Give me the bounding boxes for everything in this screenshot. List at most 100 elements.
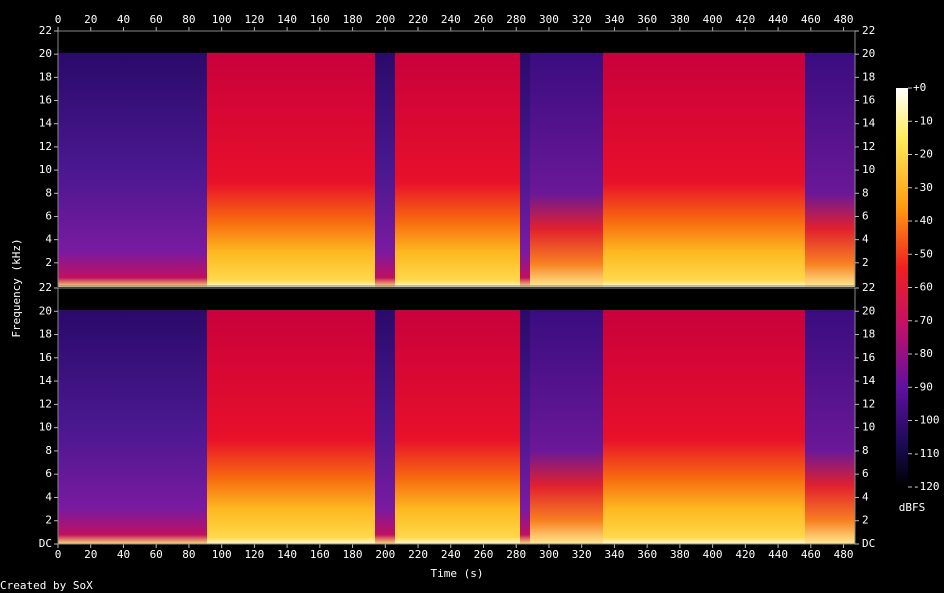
x-tick-label: 420 — [735, 548, 755, 561]
colorbar-tick-label: -40 — [913, 214, 933, 227]
x-tick-label: 400 — [703, 548, 723, 561]
colorbar-tick-label: -20 — [913, 148, 933, 161]
x-tick-label: 100 — [212, 13, 232, 26]
x-tick-label: 240 — [441, 13, 461, 26]
y-tick-label: 20 — [39, 47, 52, 60]
x-axis-label: Time (s) — [431, 567, 484, 580]
y-tick-label: 16 — [862, 94, 875, 107]
x-tick-label: 80 — [182, 13, 195, 26]
y-tick-label: 10 — [862, 421, 875, 434]
y-tick-label: 10 — [39, 421, 52, 434]
x-tick-label: 320 — [572, 548, 592, 561]
y-tick-label: 8 — [45, 444, 52, 457]
y-tick-label: 18 — [862, 70, 875, 83]
y-tick-label: 6 — [45, 209, 52, 222]
colorbar-tick-label: -90 — [913, 380, 933, 393]
y-tick-label: 16 — [39, 94, 52, 107]
x-tick-label: 140 — [277, 548, 297, 561]
x-tick-label: 40 — [117, 548, 130, 561]
y-tick-label: 10 — [39, 163, 52, 176]
panel-frame — [57, 287, 856, 545]
y-tick-label: 20 — [862, 47, 875, 60]
colorbar-tick-label: -80 — [913, 347, 933, 360]
x-tick-label: 200 — [375, 548, 395, 561]
x-tick-label: 260 — [474, 13, 494, 26]
x-tick-label: 80 — [182, 548, 195, 561]
y-tick-label: 12 — [39, 397, 52, 410]
x-tick-label: 260 — [474, 548, 494, 561]
y-tick-label: 4 — [862, 490, 869, 503]
x-tick-label: 220 — [408, 13, 428, 26]
y-tick-label: 20 — [862, 304, 875, 317]
colorbar — [896, 88, 908, 487]
x-tick-label: 160 — [310, 13, 330, 26]
y-tick-label: DC — [862, 537, 875, 550]
colorbar-tick-label: -70 — [913, 314, 933, 327]
y-tick-label: 22 — [862, 24, 875, 37]
x-tick-label: 0 — [55, 13, 62, 26]
y-tick-label: 10 — [862, 163, 875, 176]
y-tick-label: 12 — [39, 140, 52, 153]
x-tick-label: 460 — [801, 548, 821, 561]
colorbar-tick-label: -110 — [913, 447, 940, 460]
y-tick-label: 4 — [45, 233, 52, 246]
y-tick-label: 4 — [45, 490, 52, 503]
x-tick-label: 440 — [768, 548, 788, 561]
x-tick-label: 360 — [637, 548, 657, 561]
x-tick-label: 360 — [637, 13, 657, 26]
spectrogram-bottom — [58, 288, 855, 544]
y-tick-label: 12 — [862, 140, 875, 153]
x-tick-label: 300 — [539, 548, 559, 561]
colorbar-tick-label: -30 — [913, 181, 933, 194]
y-tick-label: 22 — [862, 281, 875, 294]
panel-frame — [57, 30, 856, 287]
y-tick-label: 12 — [862, 397, 875, 410]
x-tick-label: 20 — [84, 13, 97, 26]
x-tick-label: 420 — [735, 13, 755, 26]
y-tick-label: 18 — [39, 70, 52, 83]
y-tick-label: 6 — [862, 467, 869, 480]
y-tick-label: 2 — [862, 256, 869, 269]
x-tick-label: 340 — [604, 548, 624, 561]
y-tick-label: DC — [39, 537, 52, 550]
y-tick-label: 14 — [39, 117, 53, 130]
x-tick-label: 480 — [834, 548, 854, 561]
colorbar-tick-label: +0 — [913, 81, 926, 94]
y-tick-label: 22 — [39, 24, 52, 37]
x-tick-label: 480 — [834, 13, 854, 26]
x-tick-label: 40 — [117, 13, 130, 26]
colorbar-tick-label: -120 — [913, 480, 940, 493]
x-tick-label: 180 — [343, 548, 363, 561]
colorbar-tick-label: -10 — [913, 114, 933, 127]
x-tick-label: 200 — [375, 13, 395, 26]
y-tick-label: 2 — [862, 514, 869, 527]
credit: Created by SoX — [0, 579, 93, 592]
y-tick-label: 14 — [862, 117, 876, 130]
x-tick-label: 60 — [150, 13, 163, 26]
y-tick-label: 16 — [39, 351, 52, 364]
x-tick-label: 320 — [572, 13, 592, 26]
colorbar-tick-label: -50 — [913, 247, 933, 260]
y-axis-label: Frequency (kHz) — [10, 238, 23, 337]
x-tick-label: 20 — [84, 548, 97, 561]
x-tick-label: 120 — [244, 13, 264, 26]
colorbar-tick-label: -60 — [913, 281, 933, 294]
y-tick-label: 8 — [862, 186, 869, 199]
y-tick-label: 20 — [39, 304, 52, 317]
x-tick-label: 340 — [604, 13, 624, 26]
x-tick-label: 380 — [670, 13, 690, 26]
y-tick-label: 2 — [45, 514, 52, 527]
x-tick-label: 60 — [150, 548, 163, 561]
y-tick-label: 8 — [45, 186, 52, 199]
x-tick-label: 460 — [801, 13, 821, 26]
y-tick-label: 18 — [39, 328, 52, 341]
y-tick-label: 18 — [862, 328, 875, 341]
y-tick-label: 22 — [39, 281, 52, 294]
x-tick-label: 140 — [277, 13, 297, 26]
y-tick-label: 14 — [39, 374, 53, 387]
y-tick-label: 16 — [862, 351, 875, 364]
x-tick-label: 400 — [703, 13, 723, 26]
x-tick-label: 300 — [539, 13, 559, 26]
colorbar-tick-label: -100 — [913, 414, 940, 427]
